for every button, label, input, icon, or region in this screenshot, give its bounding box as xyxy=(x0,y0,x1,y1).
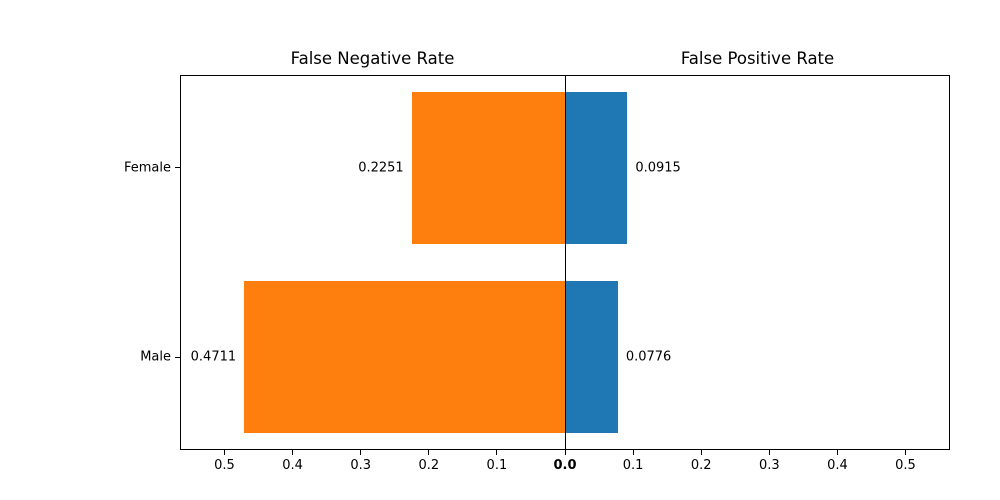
xtick-label: 0.2 xyxy=(418,458,440,473)
ytick-label-female: Female xyxy=(123,160,171,176)
y-tick-mark xyxy=(175,356,180,358)
bar-value-label-male: 0.4711 xyxy=(190,349,237,365)
x-tick-mark xyxy=(292,450,294,455)
x-tick-mark xyxy=(632,450,634,455)
false-negative-bar-male xyxy=(244,281,565,433)
false-positive-bar-male xyxy=(565,281,618,433)
left-half-title: False Negative Rate xyxy=(290,49,455,68)
x-tick-mark xyxy=(768,450,770,455)
ytick-label-male: Male xyxy=(140,349,171,365)
xtick-label: 0.1 xyxy=(622,458,644,473)
xtick-label: 0.3 xyxy=(758,458,780,473)
false-negative-bar-female xyxy=(411,92,565,244)
x-tick-mark xyxy=(564,450,566,455)
xtick-label: 0.3 xyxy=(350,458,372,473)
xtick-label: 0.5 xyxy=(895,458,916,473)
x-tick-mark xyxy=(700,450,702,455)
xtick-label: 0.4 xyxy=(827,458,848,473)
xtick-label: 0.4 xyxy=(282,458,303,473)
x-tick-mark xyxy=(223,450,225,455)
false-positive-bar-female xyxy=(565,92,628,244)
x-tick-mark xyxy=(905,450,906,455)
zero-axis-line xyxy=(564,75,566,450)
xtick-label: 0.0 xyxy=(553,458,577,473)
y-tick-mark xyxy=(175,167,180,169)
bar-value-label-female: 0.0915 xyxy=(635,160,681,176)
xtick-label: 0.5 xyxy=(214,458,235,473)
x-tick-mark xyxy=(496,450,498,455)
right-half-title: False Positive Rate xyxy=(680,49,835,68)
xtick-label: 0.1 xyxy=(486,458,508,473)
xtick-label: 0.2 xyxy=(690,458,712,473)
x-tick-mark xyxy=(428,450,430,455)
bar-value-label-female: 0.2251 xyxy=(358,160,404,176)
x-tick-mark xyxy=(836,450,838,455)
x-tick-mark xyxy=(360,450,362,455)
bar-value-label-male: 0.0776 xyxy=(625,349,672,365)
